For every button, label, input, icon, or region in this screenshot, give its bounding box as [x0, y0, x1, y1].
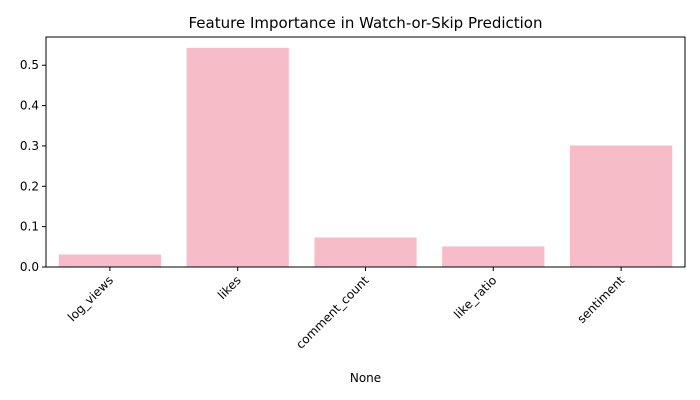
x-tick-label: log_views	[65, 273, 116, 324]
y-axis: 0.0 0.1 0.2 0.3 0.4 0.5	[20, 58, 46, 274]
y-tick-label: 0.3	[20, 139, 39, 153]
chart-title: Feature Importance in Watch-or-Skip Pred…	[189, 14, 543, 32]
y-tick-label: 0.0	[20, 260, 39, 274]
y-tick-label: 0.2	[20, 179, 39, 193]
plot-frame	[45, 36, 686, 268]
y-tick-label: 0.5	[20, 58, 39, 72]
bar-log_views	[58, 254, 162, 267]
bar-sentiment	[569, 145, 673, 267]
x-tick-label: sentiment	[574, 273, 627, 326]
bar-likes	[186, 47, 289, 267]
x-tick-label: like_ratio	[451, 273, 499, 321]
bar-like_ratio	[442, 246, 545, 267]
bar-comment_count	[314, 237, 417, 267]
x-tick-label: comment_count	[293, 273, 372, 352]
x-axis: log_views likes comment_count like_ratio sen…	[65, 267, 627, 352]
bars-group	[58, 47, 673, 267]
x-axis-label: None	[350, 371, 381, 385]
y-tick-label: 0.1	[20, 220, 39, 234]
y-tick-label: 0.4	[20, 99, 39, 113]
x-tick-label: likes	[215, 273, 244, 302]
